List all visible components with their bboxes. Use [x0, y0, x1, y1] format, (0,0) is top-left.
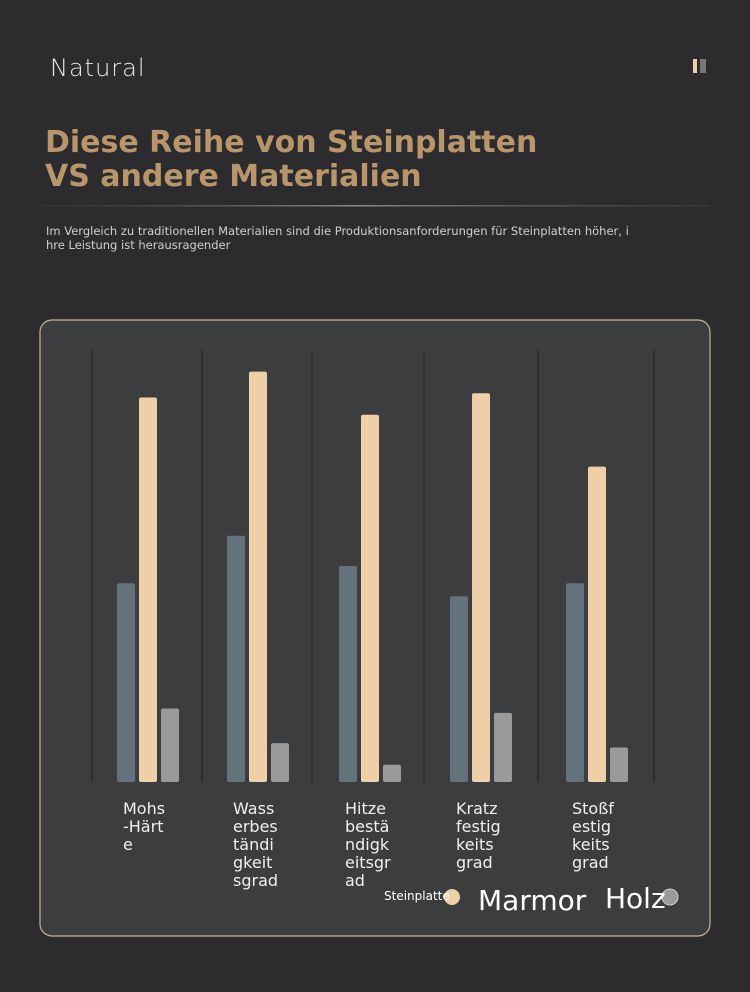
bar	[361, 414, 379, 782]
legend-swatch	[661, 888, 679, 906]
bar	[472, 393, 490, 782]
bar	[610, 747, 628, 782]
bar	[227, 535, 245, 782]
bar	[161, 708, 179, 782]
subtitle: Im Vergleich zu traditionellen Materiali…	[46, 224, 629, 252]
bar	[339, 566, 357, 782]
icon	[700, 59, 706, 73]
icon	[693, 59, 697, 73]
separators	[91, 350, 655, 782]
x-tick-label: Stoßfestigkeitsgrad	[572, 799, 614, 872]
title: Diese Reihe von Steinplatten VS andere M…	[45, 125, 538, 194]
legend-label: Marmor	[478, 884, 587, 917]
bar	[383, 764, 401, 782]
legend-label: Holz	[605, 882, 666, 915]
bar	[139, 397, 157, 782]
legend-swatch	[444, 889, 460, 905]
x-tick-label: Hitzebeständigkeitsgrad	[345, 799, 391, 890]
bar	[271, 743, 289, 782]
bar	[450, 596, 468, 782]
bar	[494, 712, 512, 782]
brand: Natural	[50, 54, 146, 82]
x-tick-label: Mohs-Härte	[123, 799, 166, 854]
legend-label: Steinplatte	[384, 889, 450, 903]
x-tick-label: Kratzfestigkeitsgrad	[456, 799, 501, 872]
bar	[249, 371, 267, 782]
plot	[117, 371, 679, 906]
bar	[588, 466, 606, 782]
bar	[117, 583, 135, 782]
x-tick-label: Wasserbeständigkeitsgrad	[233, 799, 279, 890]
divider	[0, 205, 710, 207]
bar	[566, 583, 584, 782]
